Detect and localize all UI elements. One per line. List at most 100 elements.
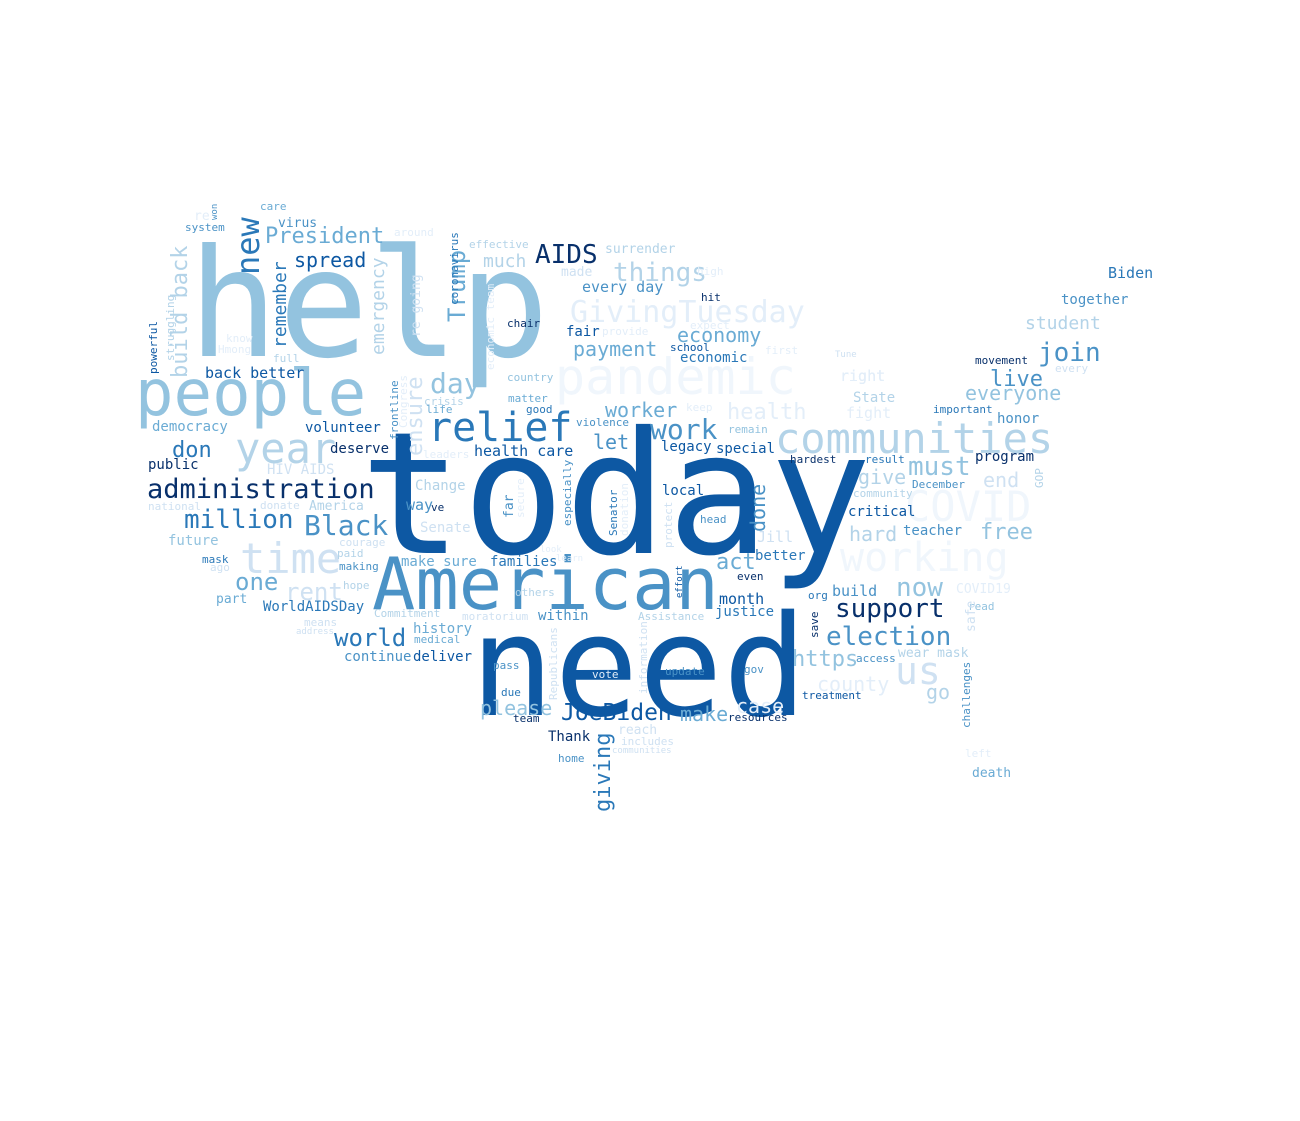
cloud-word: powerful — [147, 321, 160, 374]
cloud-word: million — [184, 505, 294, 535]
cloud-word: volunteer — [305, 420, 381, 436]
cloud-word: crisis — [424, 395, 464, 408]
cloud-word: justice — [715, 604, 775, 620]
cloud-word: vote — [592, 668, 619, 681]
cloud-word: deliver — [413, 649, 473, 665]
cloud-word: Congress — [397, 375, 410, 428]
cloud-word: future — [168, 533, 219, 549]
cloud-word: year — [235, 424, 337, 473]
cloud-word: build — [832, 582, 878, 600]
cloud-word: right — [840, 367, 886, 385]
cloud-word: violence — [576, 416, 629, 429]
cloud-word: Commitment — [374, 607, 441, 620]
cloud-word: Hmong — [218, 343, 252, 356]
cloud-word: COVID — [905, 482, 1032, 531]
cloud-word: expect — [690, 319, 730, 332]
cloud-word: please — [480, 696, 553, 720]
cloud-word: relief — [428, 405, 573, 451]
cloud-word: especially — [561, 459, 574, 526]
cloud-word: result — [865, 453, 905, 466]
cloud-word: world — [334, 624, 407, 652]
cloud-word: program — [975, 449, 1035, 465]
cloud-word: medical — [414, 633, 461, 646]
cloud-word: give — [858, 465, 907, 489]
cloud-word: fair — [566, 324, 600, 340]
cloud-word: continue — [344, 649, 412, 665]
cloud-word: giving — [591, 732, 616, 812]
cloud-word: around — [394, 226, 434, 239]
cloud-word: history — [413, 621, 473, 637]
cloud-word: case — [736, 694, 785, 718]
cloud-word: made — [561, 265, 593, 280]
cloud-word: Biden — [1108, 264, 1154, 282]
cloud-word: today — [360, 396, 872, 594]
cloud-word: ago — [210, 561, 230, 574]
cloud-word: part — [216, 592, 248, 607]
cloud-word: moratorium — [462, 610, 529, 623]
cloud-word: legacy — [661, 439, 712, 455]
cloud-word: health care — [474, 442, 574, 460]
cloud-word: end — [983, 468, 1020, 492]
cloud-word: head — [700, 513, 727, 526]
cloud-word: families — [490, 554, 558, 570]
cloud-word: others — [515, 586, 555, 599]
cloud-word: election — [826, 622, 952, 652]
cloud-word: join — [1038, 338, 1101, 368]
cloud-word: help — [188, 218, 550, 392]
cloud-word: re going — [409, 274, 424, 337]
cloud-word: treatment — [802, 689, 862, 702]
cloud-word: effective — [469, 238, 529, 251]
cloud-word: full — [273, 352, 300, 365]
cloud-word: school — [670, 341, 710, 354]
cloud-word: American — [372, 542, 719, 626]
cloud-word: virus — [278, 216, 318, 231]
cloud-word: address — [296, 627, 334, 637]
cloud-word: courage — [339, 536, 386, 549]
cloud-word: December — [912, 478, 965, 491]
cloud-word: movement — [975, 354, 1028, 367]
cloud-word: public — [148, 457, 199, 473]
cloud-word: care — [260, 200, 287, 213]
cloud-word: wear mask — [898, 646, 969, 661]
cloud-word: remember — [270, 261, 291, 348]
cloud-word: free — [980, 520, 1033, 545]
cloud-word: good — [526, 403, 553, 416]
cloud-word: Assistance — [638, 610, 705, 623]
cloud-word: work — [650, 413, 718, 446]
cloud-word: special — [716, 441, 776, 457]
cloud-word: economy — [677, 323, 762, 347]
cloud-word: communities — [775, 414, 1054, 463]
cloud-word: within — [538, 608, 589, 624]
cloud-word: GOP — [1033, 468, 1046, 488]
cloud-word: high — [697, 265, 724, 278]
cloud-word: national — [148, 500, 201, 513]
cloud-word: administration — [147, 474, 375, 505]
cloud-word: learn — [556, 554, 584, 564]
cloud-word: Senate — [420, 520, 471, 536]
cloud-word: keep — [686, 401, 713, 414]
cloud-word: protect — [662, 501, 675, 548]
cloud-word: one — [235, 568, 279, 596]
cloud-word: paid — [337, 547, 364, 560]
cloud-word: gov — [744, 663, 764, 676]
cloud-word: even — [737, 570, 764, 583]
cloud-word: done — [746, 483, 770, 532]
cloud-word: county — [817, 672, 890, 696]
cloud-word: struggling — [164, 294, 177, 361]
cloud-word: economic team — [484, 283, 497, 370]
cloud-word: challenges — [960, 661, 973, 728]
cloud-word: coronavirus — [448, 232, 461, 305]
cloud-word: Republicans — [547, 627, 560, 700]
cloud-word: act — [716, 550, 756, 575]
cloud-word: won — [210, 203, 220, 220]
cloud-word: first — [765, 344, 799, 357]
cloud-word: Black — [304, 509, 389, 542]
cloud-word: student — [1025, 313, 1101, 334]
cloud-word: emergency — [368, 257, 389, 355]
cloud-word: read — [968, 600, 995, 613]
cloud-word: donate — [260, 499, 300, 512]
cloud-word: safe — [964, 600, 979, 632]
cloud-word: hope — [343, 579, 370, 592]
cloud-word: better — [755, 548, 806, 564]
cloud-word: donation — [618, 483, 631, 536]
